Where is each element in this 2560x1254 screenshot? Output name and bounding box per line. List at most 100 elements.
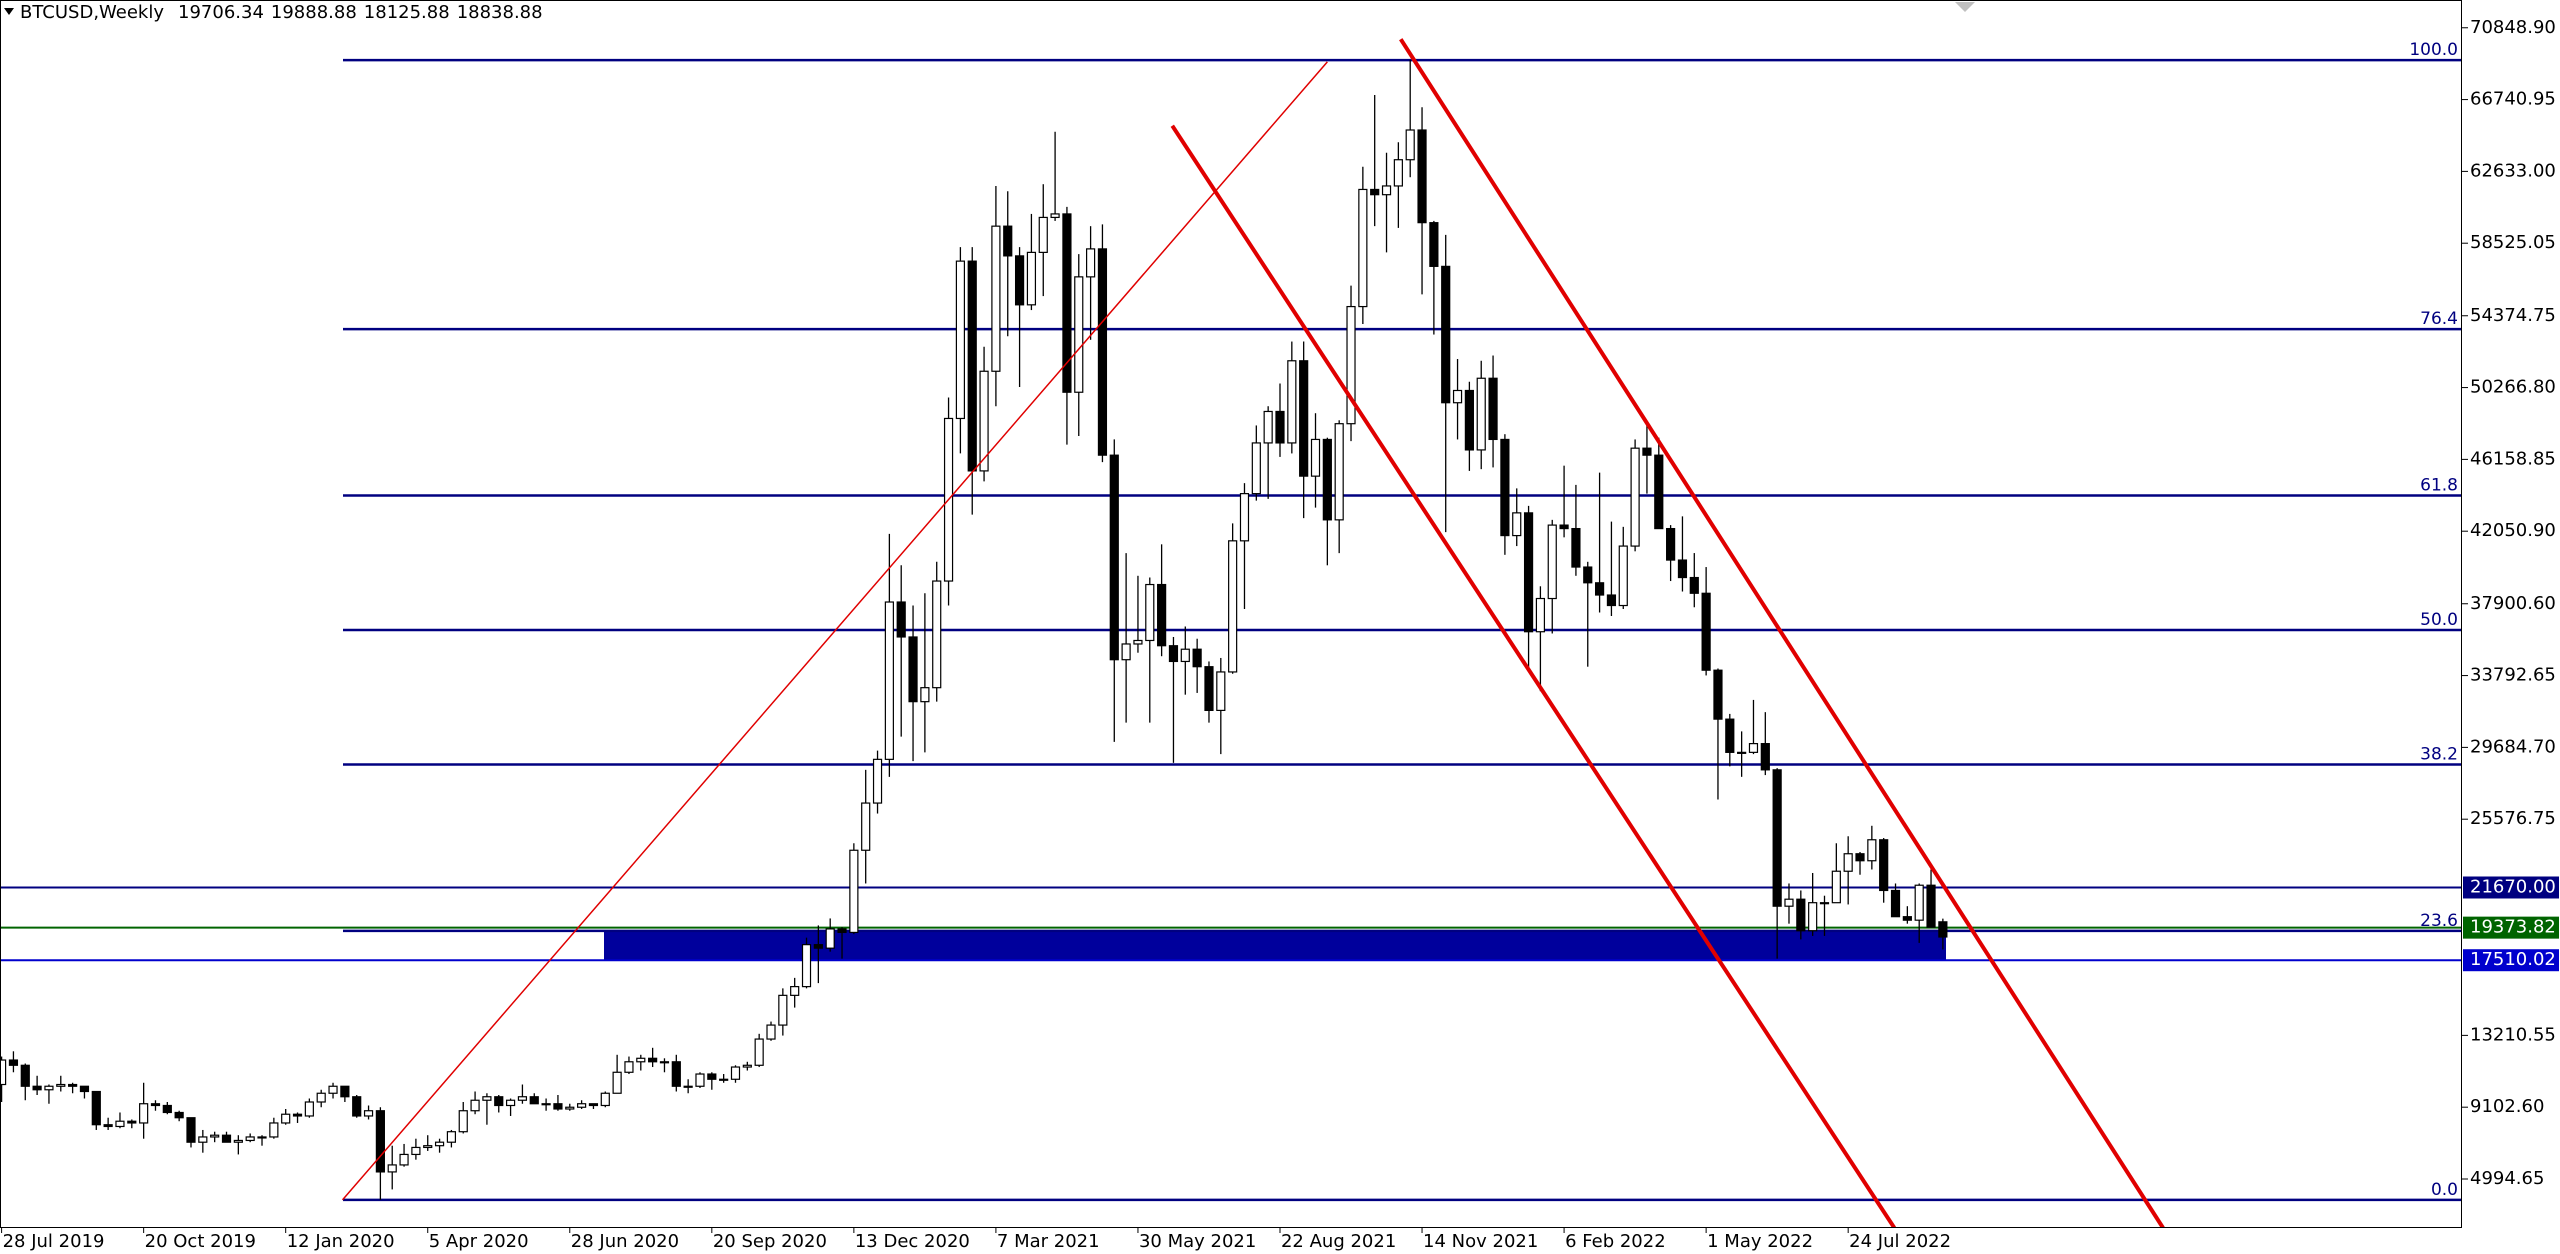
candle-body	[1630, 447, 1640, 547]
candle-body	[707, 1073, 717, 1080]
candle-body	[1867, 839, 1877, 862]
candle-body	[979, 370, 989, 472]
candle-body	[1346, 305, 1356, 425]
y-tick-label: 70848.90	[2470, 17, 2556, 38]
plot	[0, 38, 2462, 1228]
candle-body	[79, 1085, 90, 1093]
candle-body	[1133, 639, 1143, 645]
candle-body	[1180, 648, 1190, 663]
candle-body	[849, 849, 859, 934]
candle-body	[932, 580, 942, 689]
candle-body	[683, 1085, 693, 1088]
candle-body	[458, 1110, 468, 1133]
axis: 100.0 76.4 61.8 50.0 38.2 23.6 0.0 70848.90 6674…	[1, 17, 2559, 1252]
candle-body	[1666, 527, 1676, 561]
candle-body	[387, 1164, 397, 1173]
price-label-box	[2463, 949, 2559, 972]
y-tick-label: 29684.70	[2470, 736, 2556, 757]
candle-body	[1464, 389, 1474, 451]
candle-body	[292, 1113, 303, 1117]
candle-body	[328, 1085, 338, 1094]
candle-body	[778, 994, 788, 1026]
candle-body	[1334, 423, 1344, 521]
fib-level-label: 38.2	[2420, 744, 2458, 764]
candle-body	[91, 1090, 101, 1126]
candle-body	[340, 1085, 350, 1098]
candle-body	[1168, 645, 1179, 663]
candle-body	[1275, 410, 1285, 444]
candle-body	[1263, 410, 1273, 444]
candle-body	[1808, 902, 1818, 932]
candle-body	[577, 1103, 587, 1108]
candle-body	[257, 1136, 267, 1139]
candle-body	[1701, 592, 1711, 671]
low-value: 18125.88	[364, 2, 450, 23]
candle-body	[1843, 853, 1853, 872]
trend-line	[1399, 38, 2165, 1228]
candle-body	[1737, 751, 1747, 754]
price-label-box	[2463, 876, 2559, 899]
candle-body	[32, 1085, 42, 1091]
candle-body	[1559, 524, 1569, 530]
candle-body	[221, 1134, 232, 1143]
candle-body	[1287, 360, 1297, 444]
candle-body	[1310, 438, 1321, 477]
candle-body	[103, 1124, 113, 1128]
x-tick-label: 28 Jun 2020	[571, 1231, 679, 1252]
x-tick-label: 28 Jul 2019	[3, 1231, 105, 1252]
candle-body	[1855, 853, 1865, 862]
y-tick-label: 50266.80	[2470, 377, 2556, 398]
candle-body	[1476, 377, 1486, 451]
candle-body	[1204, 666, 1214, 712]
candle-body	[766, 1024, 776, 1040]
y-tick-label: 42050.90	[2470, 520, 2556, 541]
candle-body	[813, 944, 823, 949]
candle-body	[1014, 255, 1025, 306]
candle-body	[1512, 512, 1522, 537]
candle-body	[233, 1139, 243, 1143]
candle-body	[742, 1064, 752, 1068]
candle-body	[1050, 213, 1060, 219]
candle-body	[470, 1099, 480, 1112]
candle-body	[837, 928, 847, 934]
candle-body	[482, 1096, 492, 1101]
candle-body	[1535, 597, 1546, 633]
x-tick-label: 6 Feb 2022	[1565, 1231, 1666, 1252]
trend-line	[341, 61, 1328, 1201]
candle-body	[1760, 743, 1770, 771]
candle-body	[56, 1083, 66, 1087]
fib-level-label: 50.0	[2420, 610, 2458, 630]
candle-body	[612, 1071, 622, 1094]
candle-body	[1831, 870, 1841, 904]
candle-body	[517, 1096, 528, 1101]
candle-body	[494, 1096, 504, 1107]
candle-body	[115, 1120, 125, 1128]
candle-body	[1358, 188, 1368, 308]
candle-body	[68, 1083, 78, 1087]
candle-body	[659, 1061, 670, 1064]
candle-body	[1879, 839, 1889, 892]
candle-body	[245, 1136, 255, 1142]
candle-body	[695, 1073, 705, 1087]
candle-body	[1713, 669, 1723, 720]
candle-body	[1121, 643, 1131, 661]
candle-body	[1926, 884, 1936, 928]
candle-body	[1654, 454, 1664, 530]
candle-body	[1772, 769, 1782, 907]
candle-body	[529, 1096, 539, 1105]
candle-body	[399, 1153, 409, 1166]
candle-body	[1393, 159, 1403, 187]
candle-body	[446, 1131, 457, 1143]
candle-body	[363, 1110, 374, 1117]
candle-body	[719, 1078, 729, 1081]
high-value: 19888.88	[271, 2, 357, 23]
candle-body	[20, 1064, 30, 1087]
candle-body	[1157, 583, 1167, 647]
plot-frame	[0, 0, 2462, 1228]
candle-body	[198, 1136, 208, 1143]
candle-body	[967, 260, 977, 472]
y-tick-label: 37900.60	[2470, 593, 2556, 614]
candle-body	[186, 1117, 196, 1143]
